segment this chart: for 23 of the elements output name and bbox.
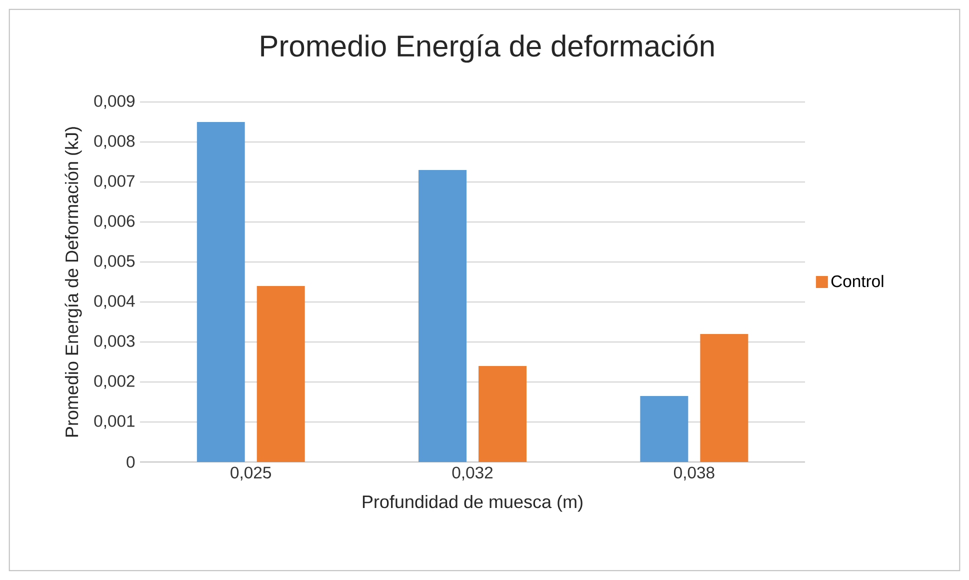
- bar: [640, 396, 688, 462]
- y-axis-title: Promedio Energía de Deformación (kJ): [64, 127, 82, 437]
- bar: [700, 334, 748, 462]
- y-tick-label: 0,002: [94, 375, 134, 389]
- x-tick-label: 0,038: [674, 466, 714, 480]
- y-tick-label: 0,005: [94, 255, 135, 269]
- bar: [478, 366, 527, 462]
- bar: [256, 286, 305, 462]
- y-tick-label: 0,009: [94, 95, 135, 109]
- x-tick-label: 0,032: [452, 466, 493, 480]
- legend-label: Control: [831, 274, 884, 288]
- y-tick-label: 0,004: [94, 295, 135, 309]
- bar: [196, 122, 245, 462]
- x-tick-label: 0,025: [230, 466, 271, 480]
- y-tick-label: 0,006: [94, 215, 135, 229]
- x-axis-title: Profundidad de muesca (m): [362, 494, 582, 512]
- y-tick-label: 0,008: [94, 135, 135, 149]
- y-tick-label: 0: [126, 456, 135, 468]
- chart-title: Promedio Energía de deformación: [261, 34, 714, 63]
- y-tick-label: 0,003: [94, 335, 135, 349]
- y-tick-label: 0,001: [94, 415, 134, 429]
- bar: [418, 170, 467, 462]
- y-tick-label: 0,007: [94, 175, 134, 189]
